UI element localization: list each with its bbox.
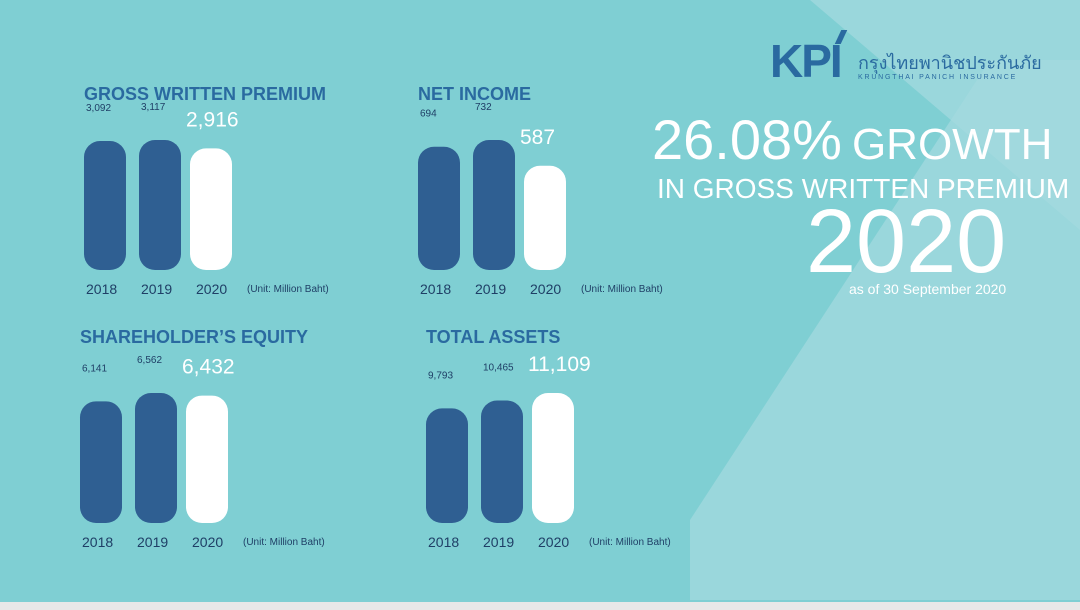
- value-label-2018: 3,092: [86, 103, 111, 114]
- year-label-2018: 2018: [420, 281, 451, 297]
- value-label-2020: 6,432: [182, 356, 235, 379]
- bar-2019: [139, 140, 181, 270]
- year-label-2019: 2019: [141, 281, 172, 297]
- bar-2018: [418, 146, 460, 270]
- value-label-2020: 587: [520, 126, 555, 149]
- value-label-2019: 732: [475, 102, 492, 113]
- logo-thai-name: กรุงไทยพานิชประกันภัย: [858, 53, 1042, 73]
- bar-2018: [426, 408, 468, 523]
- chart-total-assets: TOTAL ASSETS 9,793 2018 10,465 2019 11,109 20…: [426, 327, 756, 567]
- year-label-2018: 2018: [86, 281, 117, 297]
- chart-shareholders-equity: SHAREHOLDER’S EQUITY 6,141 2018 6,562 2019 6…: [80, 327, 410, 567]
- growth-word: GROWTH: [851, 120, 1053, 169]
- value-label-2019: 6,562: [137, 355, 162, 366]
- bar-chart: 694 2018 732 2019 587 2020 (Unit: Million Baht…: [418, 102, 663, 297]
- bar-chart: 6,141 2018 6,562 2019 6,432 2020 (Unit: Millio…: [80, 355, 325, 550]
- value-label-2018: 9,793: [428, 370, 453, 381]
- bar-2018: [84, 141, 126, 270]
- chart-title: NET INCOME: [418, 84, 532, 104]
- as-of-date: as of 30 September 2020: [849, 281, 1007, 297]
- unit-label: (Unit: Million Baht): [247, 284, 329, 295]
- year-label-2020: 2020: [530, 281, 561, 297]
- bar-2019: [135, 393, 177, 523]
- bar-2018: [80, 401, 122, 523]
- year-label-2018: 2018: [428, 534, 459, 550]
- bar-chart: 9,793 2018 10,465 2019 11,109 2020 (Unit: Mill…: [426, 353, 671, 550]
- value-label-2020: 2,916: [186, 108, 239, 131]
- year-label-2019: 2019: [483, 534, 514, 550]
- kpi-logo: KPI กรุงไทยพานิชประกันภัย KRUNGTHAI PANI…: [770, 30, 1050, 90]
- bar-2019: [473, 140, 515, 270]
- value-label-2018: 694: [420, 109, 437, 120]
- year-label-2019: 2019: [137, 534, 168, 550]
- logo-english-name: KRUNGTHAI PANICH INSURANCE: [858, 74, 1018, 81]
- bar-2020: [190, 148, 232, 270]
- year-label-2019: 2019: [475, 281, 506, 297]
- bar-2020: [524, 165, 566, 270]
- value-label-2020: 11,109: [528, 353, 591, 376]
- chart-title: SHAREHOLDER’S EQUITY: [80, 327, 309, 347]
- growth-subheadline: IN GROSS WRITTEN PREMIUM: [657, 173, 1070, 204]
- growth-percent: 26.08%: [652, 108, 842, 171]
- bar-2020: [532, 393, 574, 523]
- bar-chart: 3,092 2018 3,117 2019 2,916 2020 (Unit: Millio…: [84, 102, 329, 297]
- unit-label: (Unit: Million Baht): [243, 537, 325, 548]
- chart-net-income: NET INCOME 694 2018 732 2019 587 2020 (Unit: M…: [418, 84, 748, 324]
- year-label-2020: 2020: [538, 534, 569, 550]
- year-label-2020: 2020: [192, 534, 223, 550]
- unit-label: (Unit: Million Baht): [589, 537, 671, 548]
- value-label-2019: 10,465: [483, 363, 514, 374]
- logo-mark-text: KPI: [770, 35, 843, 87]
- growth-headline: 26.08% GROWTH: [652, 110, 1052, 175]
- chart-title: TOTAL ASSETS: [426, 327, 561, 347]
- value-label-2018: 6,141: [82, 363, 107, 374]
- year-label-2018: 2018: [82, 534, 113, 550]
- headline-year: 2020: [806, 192, 1007, 292]
- bar-2020: [186, 395, 228, 523]
- year-label-2020: 2020: [196, 281, 227, 297]
- unit-label: (Unit: Million Baht): [581, 284, 663, 295]
- chart-gross-written-premium: GROSS WRITTEN PREMIUM 3,092 2018 3,117 2019…: [84, 84, 414, 324]
- bottom-strip: [0, 602, 1080, 610]
- value-label-2019: 3,117: [141, 102, 166, 113]
- chart-title: GROSS WRITTEN PREMIUM: [84, 84, 326, 104]
- bar-2019: [481, 400, 523, 523]
